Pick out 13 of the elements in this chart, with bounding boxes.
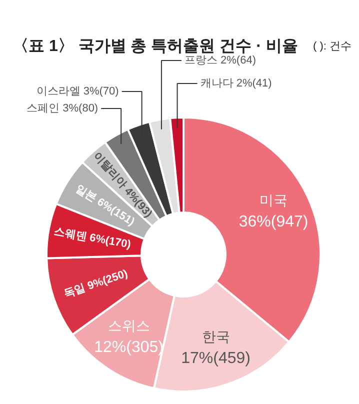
data-label: 36%(947) <box>238 214 308 231</box>
slice-label: 스위스 <box>108 318 150 334</box>
text: ( ): 건수 <box>313 40 352 52</box>
data-label: 12%(305) <box>94 339 164 356</box>
data-label: 17%(459) <box>181 350 251 368</box>
slice-label: 캐나다 2%(41) <box>200 78 272 90</box>
slice-label: 한국 <box>202 328 230 345</box>
slice-label: 스페인 3%(80) <box>26 102 98 114</box>
slice-label: 미국 <box>260 192 288 208</box>
slice-label: 이스라엘 3%(70) <box>36 86 119 98</box>
slice-label: 스웨덴 6%(170) <box>53 226 132 252</box>
slice-label: 프랑스 2%(64) <box>184 54 256 66</box>
chart-title: 〈표 1〉 국가별 총 특허출원 건수 · 비율 <box>12 37 298 55</box>
